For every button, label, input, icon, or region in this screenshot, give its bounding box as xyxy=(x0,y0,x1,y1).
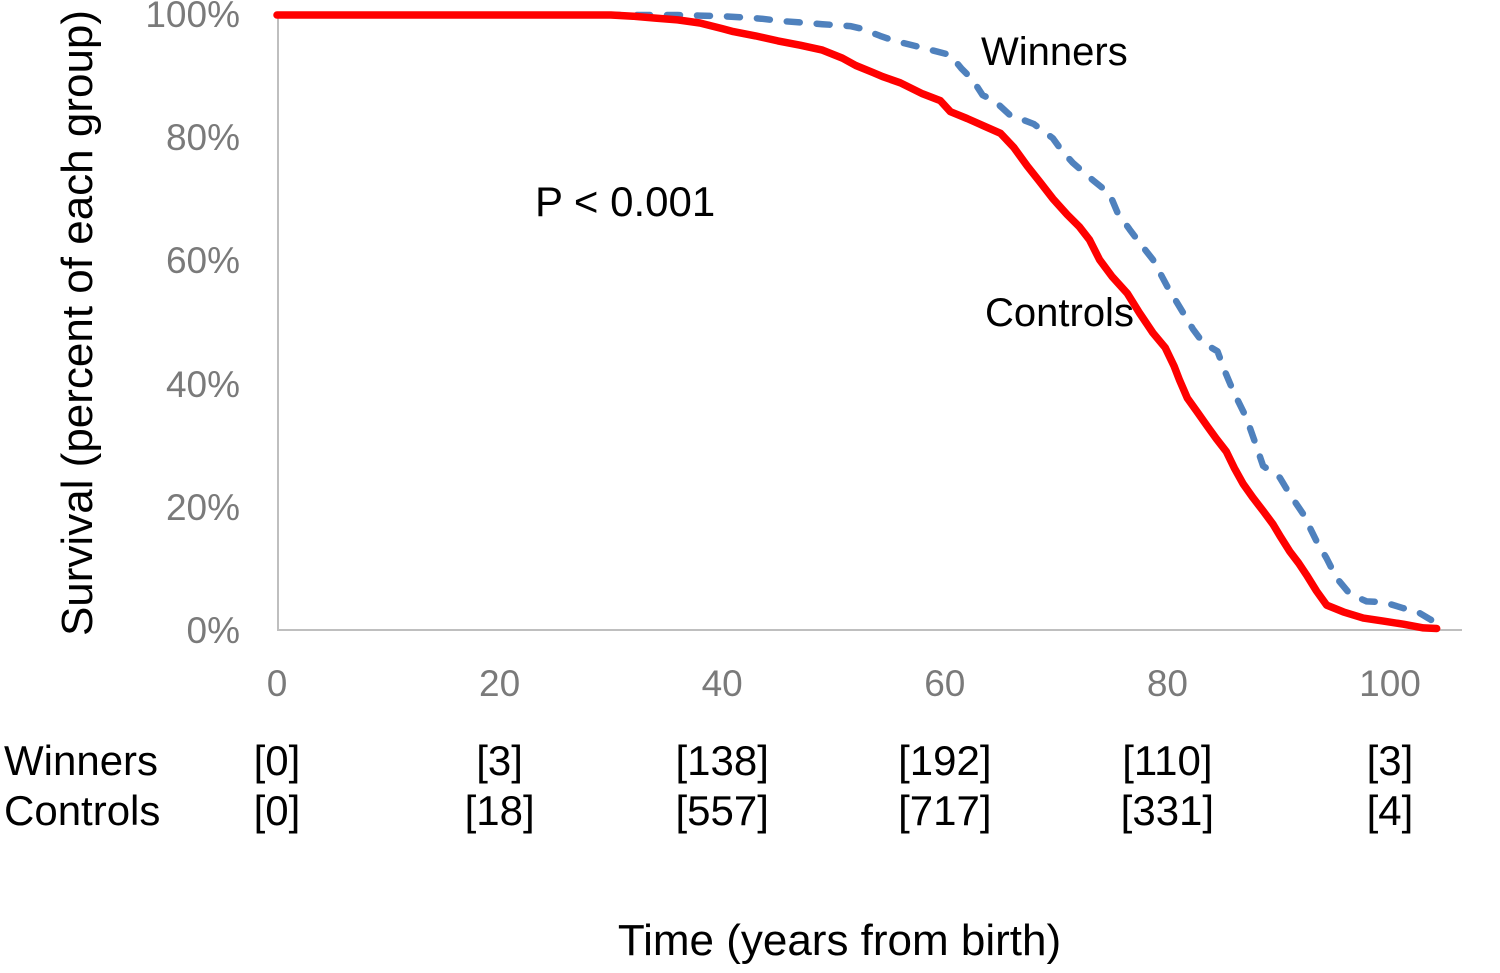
plot-area xyxy=(273,11,1462,633)
risk-value-controls-100: [4] xyxy=(1366,787,1414,834)
x-tick-label-80: 80 xyxy=(1146,663,1188,704)
y-tick-label-80: 80% xyxy=(165,117,240,159)
y-tick-label-20: 20% xyxy=(165,486,240,528)
y-tick-label-100: 100% xyxy=(145,0,240,35)
risk-value-controls-0: [0] xyxy=(253,787,301,834)
controls-curve xyxy=(273,11,1441,633)
risk-value-controls-60: [717] xyxy=(898,787,992,834)
x-tick-label-100: 100 xyxy=(1359,663,1421,704)
risk-value-winners-20: [3] xyxy=(476,737,523,784)
y-axis-title: Survival (percent of each group) xyxy=(53,9,102,637)
y-tick-label-0: 0% xyxy=(186,610,240,651)
risk-value-winners-100: [3] xyxy=(1366,737,1414,784)
x-tick-label-20: 20 xyxy=(479,663,521,704)
y-tick-label-40: 40% xyxy=(165,363,240,405)
risk-row-label-winners: Winners xyxy=(4,737,159,784)
risk-value-winners-40: [138] xyxy=(675,737,769,784)
risk-row-label-controls: Controls xyxy=(4,787,161,834)
risk-value-winners-80: [110] xyxy=(1122,737,1213,784)
y-tick-label-60: 60% xyxy=(165,240,240,282)
winners-curve xyxy=(273,11,1438,626)
winners-series-label: Winners xyxy=(981,30,1128,74)
x-tick-label-0: 0 xyxy=(266,663,288,704)
x-axis-title: Time (years from birth) xyxy=(617,916,1062,965)
risk-value-controls-40: [557] xyxy=(675,787,769,834)
x-tick-label-40: 40 xyxy=(701,663,743,704)
risk-value-controls-20: [18] xyxy=(464,787,535,834)
risk-value-winners-0: [0] xyxy=(253,737,301,784)
risk-value-controls-80: [331] xyxy=(1120,787,1215,834)
x-tick-label-60: 60 xyxy=(924,663,966,704)
controls-series-label: Controls xyxy=(985,291,1134,335)
risk-value-winners-60: [192] xyxy=(898,737,992,784)
p-value-annotation: P < 0.001 xyxy=(535,178,716,225)
